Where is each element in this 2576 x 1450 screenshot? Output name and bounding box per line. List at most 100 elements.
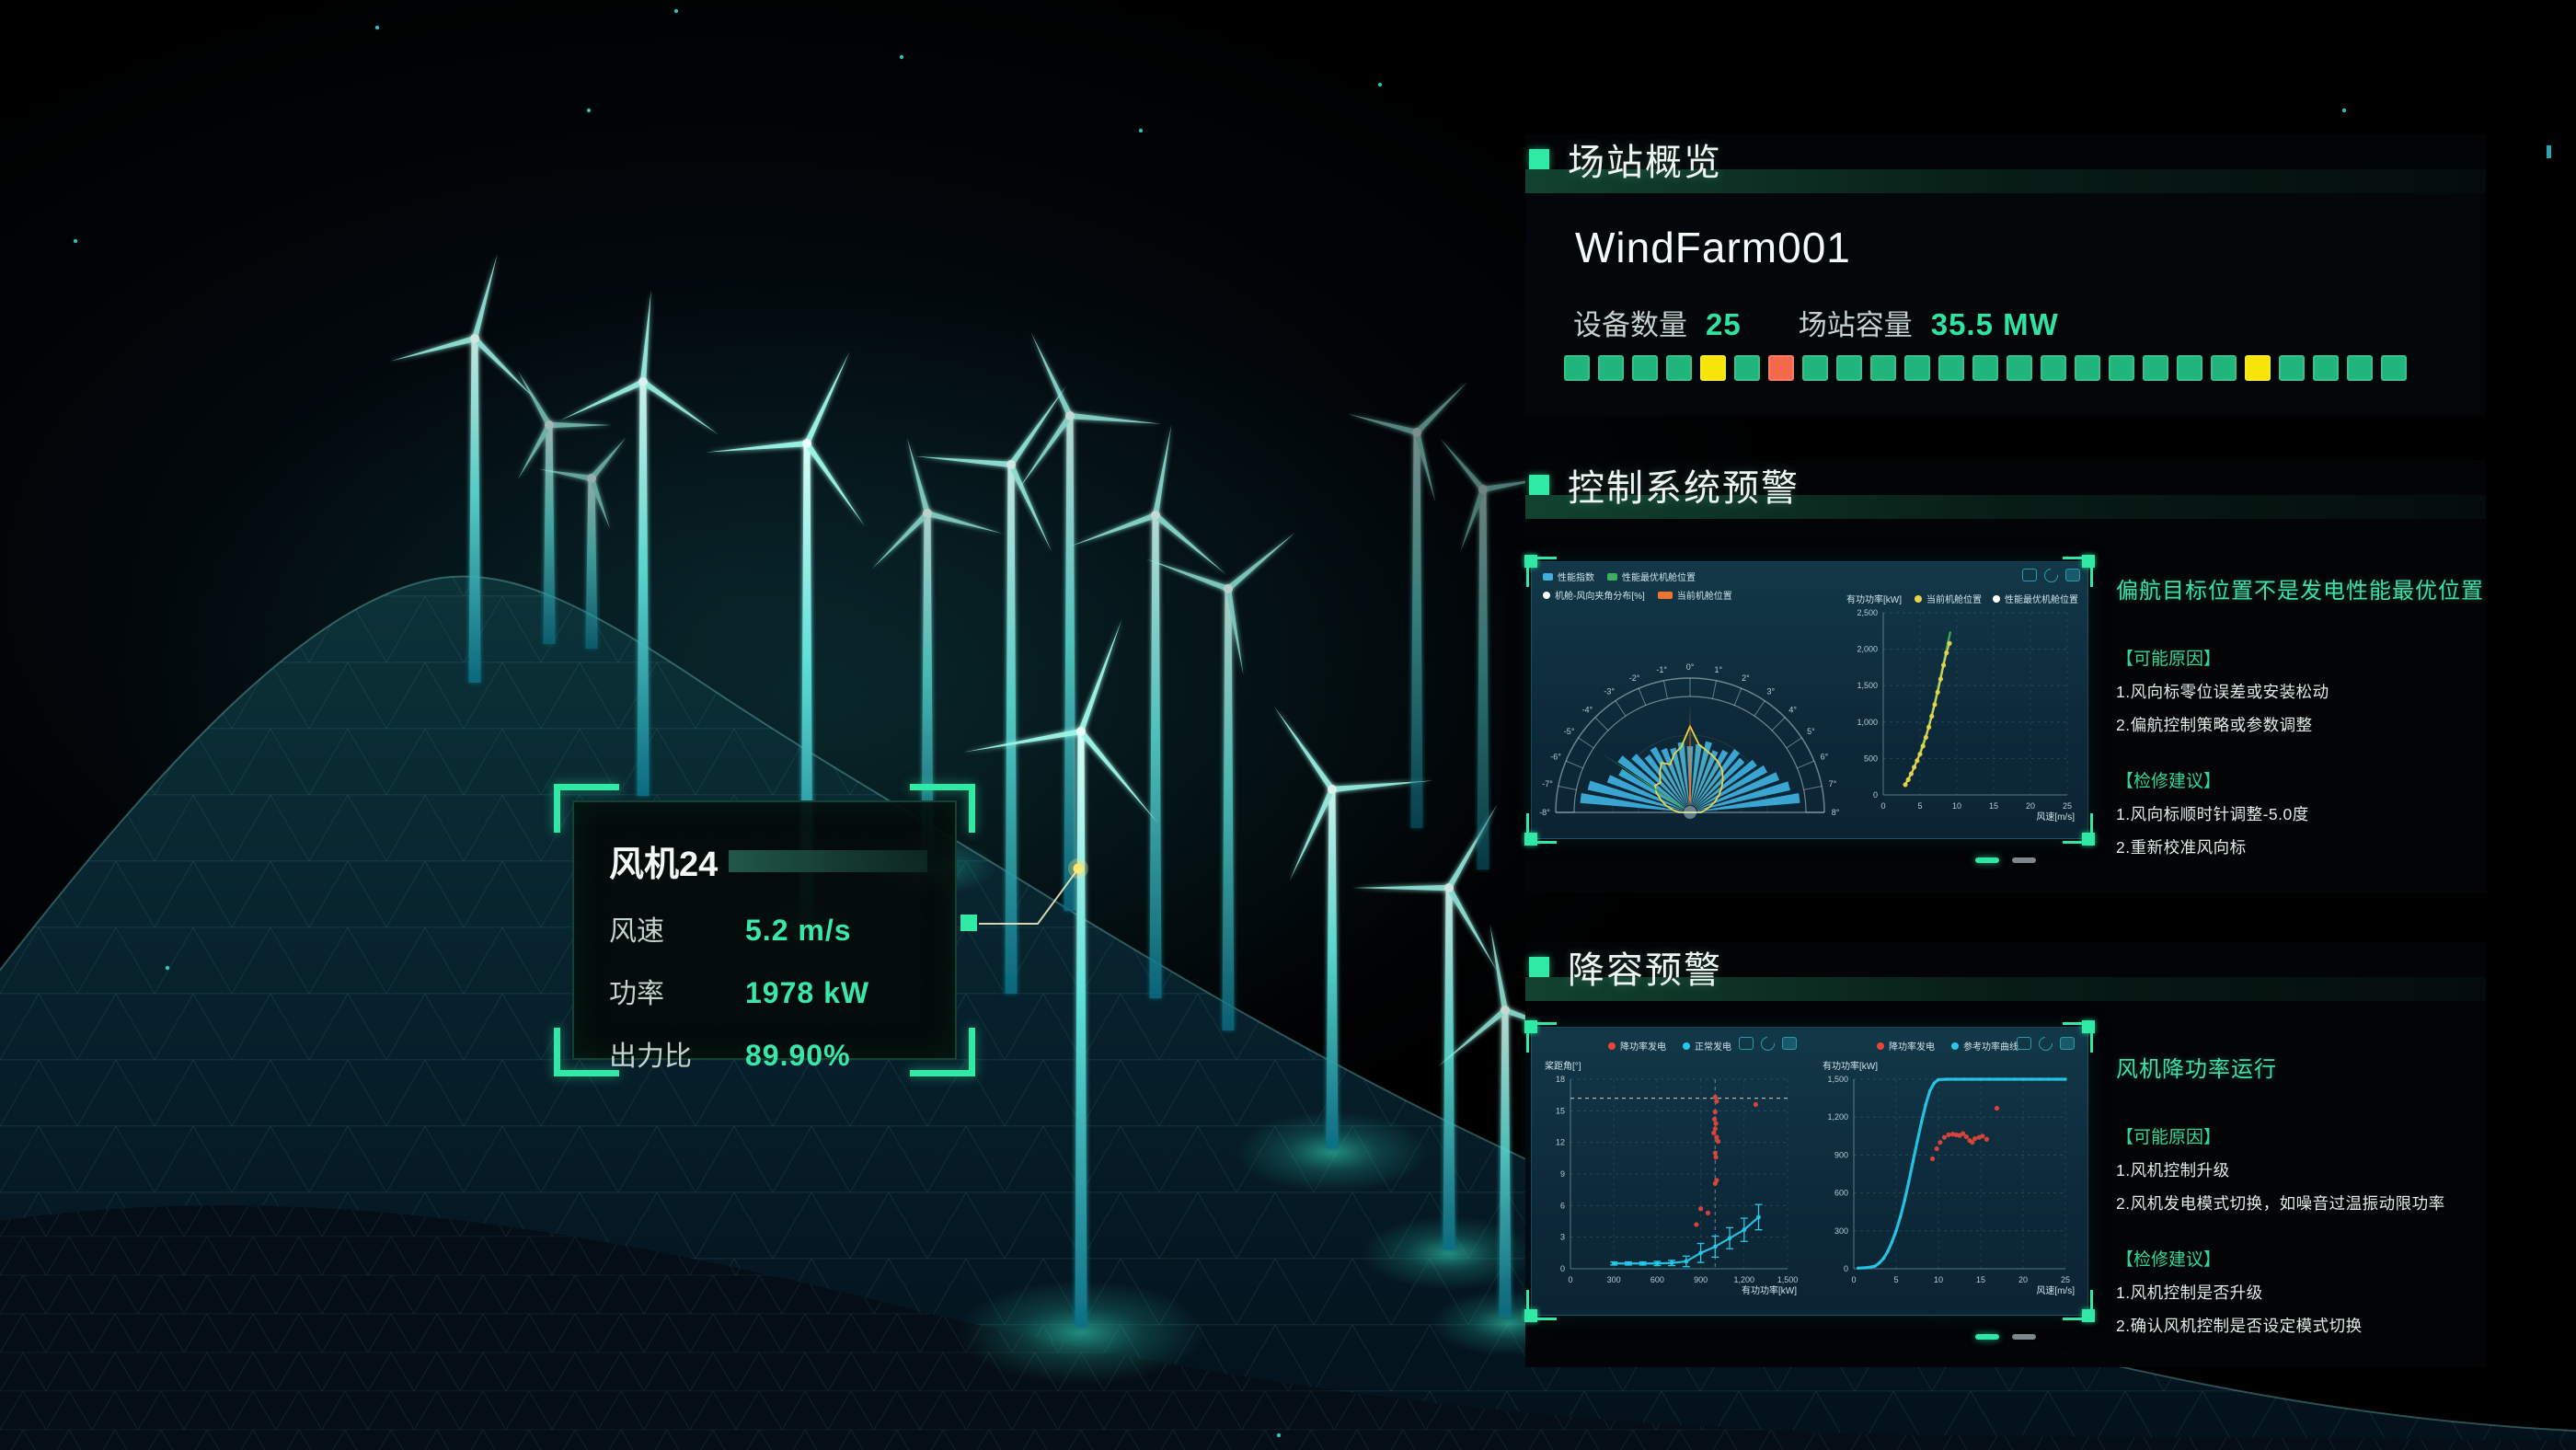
- section-title: 降容预警: [1568, 950, 1722, 991]
- cause-item: 1.风机控制升级: [2116, 1161, 2230, 1180]
- device-status-cell-green[interactable]: [2211, 355, 2237, 381]
- svg-text:6°: 6°: [1821, 753, 1829, 762]
- pager-dash-1[interactable]: [1975, 1334, 1999, 1340]
- svg-text:300: 300: [1834, 1226, 1848, 1236]
- overview-panel: WindFarm001 设备数量 25 场站容量 35.5 MW: [1525, 193, 2480, 414]
- svg-text:10: 10: [1934, 1275, 1943, 1284]
- carousel-pager: [1525, 857, 2486, 863]
- device-status-cell-green[interactable]: [2177, 355, 2202, 381]
- derate-analysis-panel[interactable]: 降功率发电 正常发电 桨距角[°] 0 3 6 9 12 15 18 0 300 600 900 1,…: [1524, 1020, 2095, 1322]
- tooltip-label: 功率: [609, 979, 664, 1009]
- wind-turbine: [1347, 381, 1468, 828]
- svg-text:-3°: -3°: [1604, 687, 1615, 696]
- device-status-cell-yellow[interactable]: [2245, 355, 2271, 381]
- svg-text:1,200: 1,200: [1734, 1275, 1755, 1284]
- legend-label: 性能最优机舱位置: [1622, 573, 1696, 583]
- svg-text:1,200: 1,200: [1827, 1112, 1848, 1122]
- svg-text:20: 20: [2026, 801, 2035, 811]
- device-status-cell-green[interactable]: [2109, 355, 2134, 381]
- svg-text:2°: 2°: [1742, 673, 1750, 683]
- svg-text:3: 3: [1560, 1233, 1565, 1242]
- legend-swatch: [1543, 572, 1553, 581]
- svg-text:25: 25: [2061, 1275, 2070, 1284]
- yaw-power-chart[interactable]: 0 500 1,000 1,500 2,000 2,500 0 5 10 15 20 25风速[m/s…: [1841, 605, 2076, 823]
- device-status-cell-green[interactable]: [1938, 355, 1964, 381]
- svg-text:9: 9: [1560, 1169, 1565, 1179]
- export-icon[interactable]: [2022, 569, 2037, 581]
- export-icon[interactable]: [2017, 1037, 2031, 1050]
- pager-dash-1[interactable]: [1975, 857, 1999, 863]
- device-status-cell-green[interactable]: [1734, 355, 1760, 381]
- svg-text:有功功率[kW]: 有功功率[kW]: [1742, 1284, 1797, 1296]
- y-axis-label: 桨距角[°]: [1545, 1062, 1581, 1072]
- refresh-icon[interactable]: [2035, 1033, 2056, 1054]
- section-header-strip: [1525, 495, 2486, 519]
- svg-text:5°: 5°: [1807, 727, 1815, 736]
- section-bullet-icon: [1529, 475, 1549, 495]
- cause-item: 1.风向标零位误差或安装松动: [2116, 683, 2329, 701]
- pitch-power-chart-block[interactable]: 降功率发电 正常发电 桨距角[°] 0 3 6 9 12 15 18 0 300 600 900 1,…: [1535, 1030, 1804, 1311]
- svg-text:1,500: 1,500: [1777, 1275, 1799, 1284]
- camera-icon[interactable]: [1782, 1037, 1797, 1050]
- svg-text:15: 15: [1989, 801, 1998, 811]
- yaw-rose-chart-block[interactable]: 性能指数 性能最优机舱位置 机舱-风向夹角分布[%] 当前机舱位置 -8° -7°…: [1535, 564, 1840, 834]
- advice-item: 1.风机控制是否升级: [2116, 1283, 2263, 1302]
- farm-stats: 设备数量 25 场站容量 35.5 MW: [1573, 302, 2059, 343]
- power-wind-chart-block[interactable]: 降功率发电 参考功率曲线 有功功率[kW] 0 300 600 900 1,200 1,5…: [1813, 1030, 2082, 1311]
- device-status-cell-green[interactable]: [2041, 355, 2066, 381]
- farm-name: WindFarm001: [1575, 224, 1851, 271]
- pager-dash-2[interactable]: [2012, 857, 2036, 863]
- device-status-cell-green[interactable]: [1836, 355, 1862, 381]
- device-status-cell-green[interactable]: [2007, 355, 2032, 381]
- device-status-cell-green[interactable]: [2313, 355, 2339, 381]
- stat-value: 25: [1706, 307, 1742, 341]
- device-status-cell-yellow[interactable]: [1700, 355, 1726, 381]
- device-status-cell-green[interactable]: [2347, 355, 2373, 381]
- device-status-cell-green[interactable]: [1564, 355, 1590, 381]
- device-status-cell-green[interactable]: [1802, 355, 1828, 381]
- device-status-cell-orange[interactable]: [1768, 355, 1794, 381]
- y-axis-label: 有功功率[kW]: [1846, 595, 1902, 605]
- wind-turbine: [559, 290, 719, 796]
- legend-label: 当前机舱位置: [1676, 592, 1732, 602]
- yaw-rose-chart[interactable]: -8° -7° -6° -5° -4° -3° -2° -1° 0° 1° 2° 3° 4° 5° 6° 7°…: [1535, 586, 1843, 833]
- device-status-cell-green[interactable]: [2075, 355, 2100, 381]
- svg-text:0: 0: [1851, 1275, 1856, 1284]
- svg-text:1,000: 1,000: [1857, 718, 1878, 727]
- refresh-icon[interactable]: [1757, 1033, 1778, 1054]
- device-status-cell-green[interactable]: [1598, 355, 1624, 381]
- power-curve-chart-block[interactable]: 有功功率[kW] 当前机舱位置 性能最优机舱位置 0 500 1,000 1,500 2…: [1841, 564, 2082, 834]
- tooltip-row: 功率 1978 kW: [609, 971, 927, 1011]
- legend-swatch: [1608, 1041, 1616, 1050]
- device-status-cell-green[interactable]: [1632, 355, 1658, 381]
- legend-swatch: [1951, 1041, 1959, 1050]
- device-status-cell-green[interactable]: [1870, 355, 1896, 381]
- svg-text:10: 10: [1952, 801, 1961, 811]
- device-status-cell-green[interactable]: [1904, 355, 1930, 381]
- legend-swatch: [1993, 594, 2000, 603]
- svg-text:6: 6: [1560, 1201, 1565, 1210]
- svg-text:20: 20: [2018, 1275, 2028, 1284]
- legend-swatch: [1607, 572, 1617, 581]
- pager-dash-2[interactable]: [2012, 1334, 2036, 1340]
- svg-text:0: 0: [1560, 1264, 1565, 1273]
- export-icon[interactable]: [1739, 1037, 1754, 1050]
- svg-text:300: 300: [1607, 1275, 1621, 1284]
- wind-turbine: [962, 618, 1158, 1327]
- refresh-icon[interactable]: [2041, 565, 2062, 586]
- camera-icon[interactable]: [2065, 569, 2080, 581]
- svg-text:0: 0: [1880, 801, 1885, 811]
- device-status-cell-green[interactable]: [1666, 355, 1692, 381]
- device-status-cell-green[interactable]: [2381, 355, 2407, 381]
- svg-text:8°: 8°: [1832, 808, 1840, 817]
- device-status-cell-green[interactable]: [2143, 355, 2168, 381]
- yaw-analysis-panel[interactable]: 性能指数 性能最优机舱位置 机舱-风向夹角分布[%] 当前机舱位置 -8° -7°…: [1524, 555, 2095, 846]
- device-status-cell-green[interactable]: [1972, 355, 1998, 381]
- tooltip-title-bar: [729, 849, 927, 872]
- section-header-strip: [1525, 169, 2486, 193]
- svg-text:5: 5: [1893, 1275, 1898, 1284]
- device-status-cell-green[interactable]: [2279, 355, 2305, 381]
- camera-icon[interactable]: [2060, 1037, 2075, 1050]
